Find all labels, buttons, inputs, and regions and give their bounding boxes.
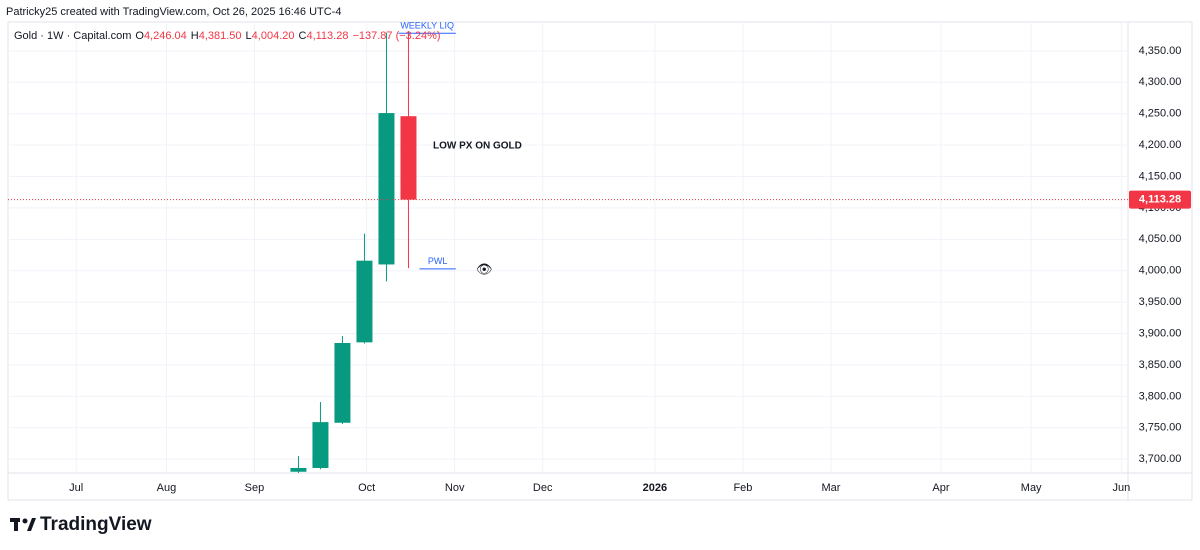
ohlc-l: 4,004.20 bbox=[252, 30, 295, 42]
x-tick-label: Aug bbox=[157, 482, 177, 494]
x-tick-label: Mar bbox=[821, 482, 840, 494]
x-tick-label: Dec bbox=[533, 482, 553, 494]
x-tick-label: Nov bbox=[445, 482, 465, 494]
y-tick-label: 3,700.00 bbox=[1139, 453, 1182, 465]
logo bbox=[10, 518, 36, 531]
eye-icon: 👁 bbox=[476, 261, 493, 276]
x-tick-label: Jul bbox=[69, 482, 83, 494]
y-tick-label: 4,000.00 bbox=[1139, 265, 1182, 277]
y-tick-label: 3,750.00 bbox=[1139, 422, 1182, 434]
y-tick-label: 3,800.00 bbox=[1139, 390, 1182, 402]
last-price-label: 4,113.28 bbox=[1139, 193, 1181, 205]
y-tick-label: 4,200.00 bbox=[1139, 139, 1182, 151]
y-tick-label: 3,850.00 bbox=[1139, 359, 1182, 371]
body bbox=[290, 467, 307, 472]
x-tick-label: Apr bbox=[932, 482, 949, 494]
ohlc-l-label: L bbox=[246, 30, 252, 42]
x-tick-label: 2026 bbox=[643, 482, 667, 494]
ohlc-o: 4,246.04 bbox=[144, 30, 187, 42]
y-tick-label: 3,950.00 bbox=[1139, 296, 1182, 308]
last-price-box bbox=[1129, 190, 1191, 209]
level-label: WEEKLY LIQ bbox=[400, 21, 454, 31]
level-label: PWL bbox=[428, 256, 448, 266]
body bbox=[378, 113, 395, 265]
body bbox=[312, 422, 329, 468]
y-tick-label: 4,350.00 bbox=[1139, 45, 1182, 57]
change: −137.87 (−3.24%) bbox=[352, 30, 440, 42]
frame bbox=[7, 21, 1193, 501]
note: LOW PX ON GOLD bbox=[433, 141, 522, 152]
credit: Patricky25 created with TradingView.com,… bbox=[6, 6, 341, 18]
x-tick-label: Jun bbox=[1113, 482, 1131, 494]
ohlc-header: Gold · 1W · Capital.com O4,246.04 H4,381.5… bbox=[14, 30, 441, 42]
y-tick-label: 3,900.00 bbox=[1139, 327, 1182, 339]
x-tick-label: Feb bbox=[733, 482, 752, 494]
brand: TradingView bbox=[40, 514, 152, 535]
y-tick-label: 4,250.00 bbox=[1139, 108, 1182, 120]
y-tick-label: 4,300.00 bbox=[1139, 76, 1182, 88]
ohlc-c: 4,113.28 bbox=[306, 30, 348, 42]
body bbox=[356, 260, 373, 343]
x-tick-label: Oct bbox=[358, 482, 375, 494]
ohlc-c-label: C bbox=[299, 30, 307, 42]
y-tick-label: 4,050.00 bbox=[1139, 233, 1182, 245]
y-tick-label: 4,150.00 bbox=[1139, 170, 1182, 182]
x-tick-label: May bbox=[1021, 482, 1042, 494]
body bbox=[400, 116, 417, 200]
ohlc-o-label: O bbox=[135, 30, 144, 42]
symbol: Gold · 1W · Capital.com bbox=[14, 30, 131, 42]
ohlc-h: 4,381.50 bbox=[199, 30, 242, 42]
ohlc-h-label: H bbox=[191, 30, 199, 42]
x-tick-label: Sep bbox=[245, 482, 265, 494]
body bbox=[334, 342, 351, 423]
